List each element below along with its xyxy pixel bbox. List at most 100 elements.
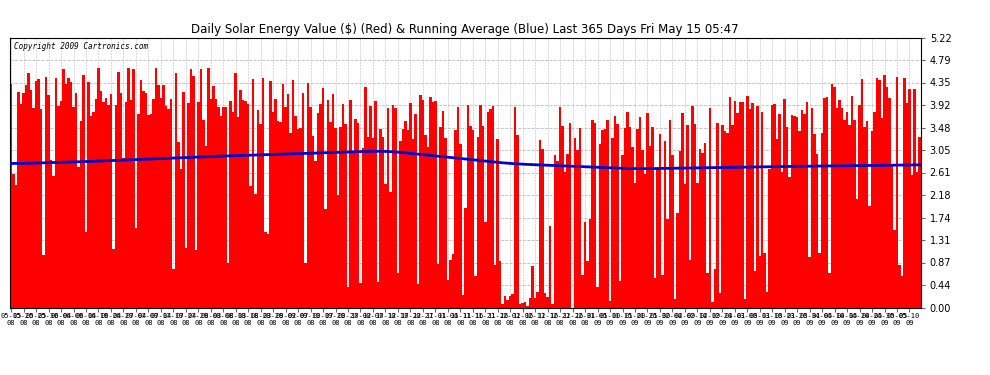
Bar	[811, 108, 814, 307]
Bar	[619, 281, 622, 308]
Bar	[537, 292, 539, 308]
Bar	[95, 99, 97, 308]
Bar	[512, 294, 514, 308]
Bar	[454, 130, 456, 308]
Bar	[539, 140, 542, 308]
Bar	[361, 148, 364, 308]
Bar	[230, 101, 232, 308]
Bar	[345, 124, 346, 308]
Bar	[284, 106, 287, 308]
Bar	[320, 104, 322, 308]
Bar	[297, 129, 299, 308]
Bar	[164, 106, 167, 308]
Bar	[881, 118, 883, 308]
Bar	[35, 81, 38, 308]
Bar	[751, 103, 753, 308]
Bar	[424, 135, 427, 308]
Bar	[446, 280, 449, 308]
Bar	[509, 296, 512, 307]
Bar	[591, 120, 594, 308]
Bar	[901, 276, 903, 308]
Bar	[841, 108, 843, 308]
Bar	[269, 81, 272, 308]
Bar	[661, 275, 663, 308]
Bar	[272, 112, 274, 308]
Bar	[117, 72, 120, 308]
Bar	[154, 68, 157, 308]
Bar	[145, 93, 148, 308]
Bar	[479, 105, 481, 308]
Bar	[356, 123, 359, 308]
Bar	[691, 106, 694, 307]
Bar	[898, 265, 901, 308]
Bar	[546, 297, 548, 307]
Bar	[75, 93, 77, 308]
Bar	[232, 112, 235, 308]
Bar	[289, 133, 292, 308]
Text: Copyright 2009 Cartronics.com: Copyright 2009 Cartronics.com	[15, 42, 148, 51]
Bar	[138, 114, 140, 308]
Bar	[726, 133, 729, 308]
Bar	[222, 107, 225, 308]
Bar	[148, 114, 149, 308]
Bar	[174, 73, 177, 308]
Bar	[476, 137, 479, 308]
Bar	[469, 126, 471, 308]
Bar	[806, 102, 809, 308]
Bar	[891, 164, 893, 308]
Bar	[861, 79, 863, 308]
Bar	[120, 93, 122, 308]
Bar	[335, 128, 337, 308]
Bar	[689, 260, 691, 308]
Bar	[332, 94, 335, 308]
Bar	[82, 75, 85, 307]
Bar	[903, 78, 906, 308]
Bar	[474, 276, 476, 308]
Bar	[13, 174, 15, 308]
Bar	[564, 172, 566, 308]
Bar	[855, 199, 858, 308]
Bar	[322, 88, 325, 308]
Bar	[499, 261, 502, 308]
Bar	[212, 86, 215, 308]
Bar	[257, 110, 259, 308]
Bar	[858, 105, 861, 308]
Bar	[110, 94, 112, 308]
Bar	[656, 169, 658, 308]
Bar	[853, 120, 855, 308]
Bar	[237, 117, 240, 308]
Bar	[315, 161, 317, 308]
Bar	[758, 256, 761, 307]
Bar	[225, 107, 227, 307]
Bar	[57, 106, 59, 308]
Bar	[756, 106, 758, 308]
Bar	[848, 125, 850, 308]
Bar	[187, 103, 189, 308]
Bar	[466, 105, 469, 308]
Bar	[527, 306, 529, 308]
Bar	[177, 142, 179, 308]
Bar	[45, 76, 48, 308]
Bar	[532, 266, 534, 308]
Bar	[359, 283, 361, 308]
Bar	[729, 97, 731, 308]
Bar	[514, 107, 517, 308]
Bar	[893, 230, 896, 308]
Bar	[179, 169, 182, 308]
Bar	[576, 150, 579, 308]
Bar	[637, 129, 639, 308]
Bar	[54, 78, 57, 308]
Bar	[666, 219, 668, 308]
Bar	[304, 262, 307, 308]
Bar	[559, 106, 561, 308]
Title: Daily Solar Energy Value ($) (Red) & Running Average (Blue) Last 365 Days Fri Ma: Daily Solar Energy Value ($) (Red) & Run…	[191, 23, 740, 36]
Bar	[632, 147, 634, 308]
Bar	[40, 109, 43, 307]
Bar	[259, 124, 262, 308]
Bar	[753, 271, 756, 308]
Bar	[491, 106, 494, 307]
Bar	[913, 89, 916, 308]
Bar	[522, 303, 524, 307]
Bar	[422, 100, 424, 308]
Bar	[507, 300, 509, 307]
